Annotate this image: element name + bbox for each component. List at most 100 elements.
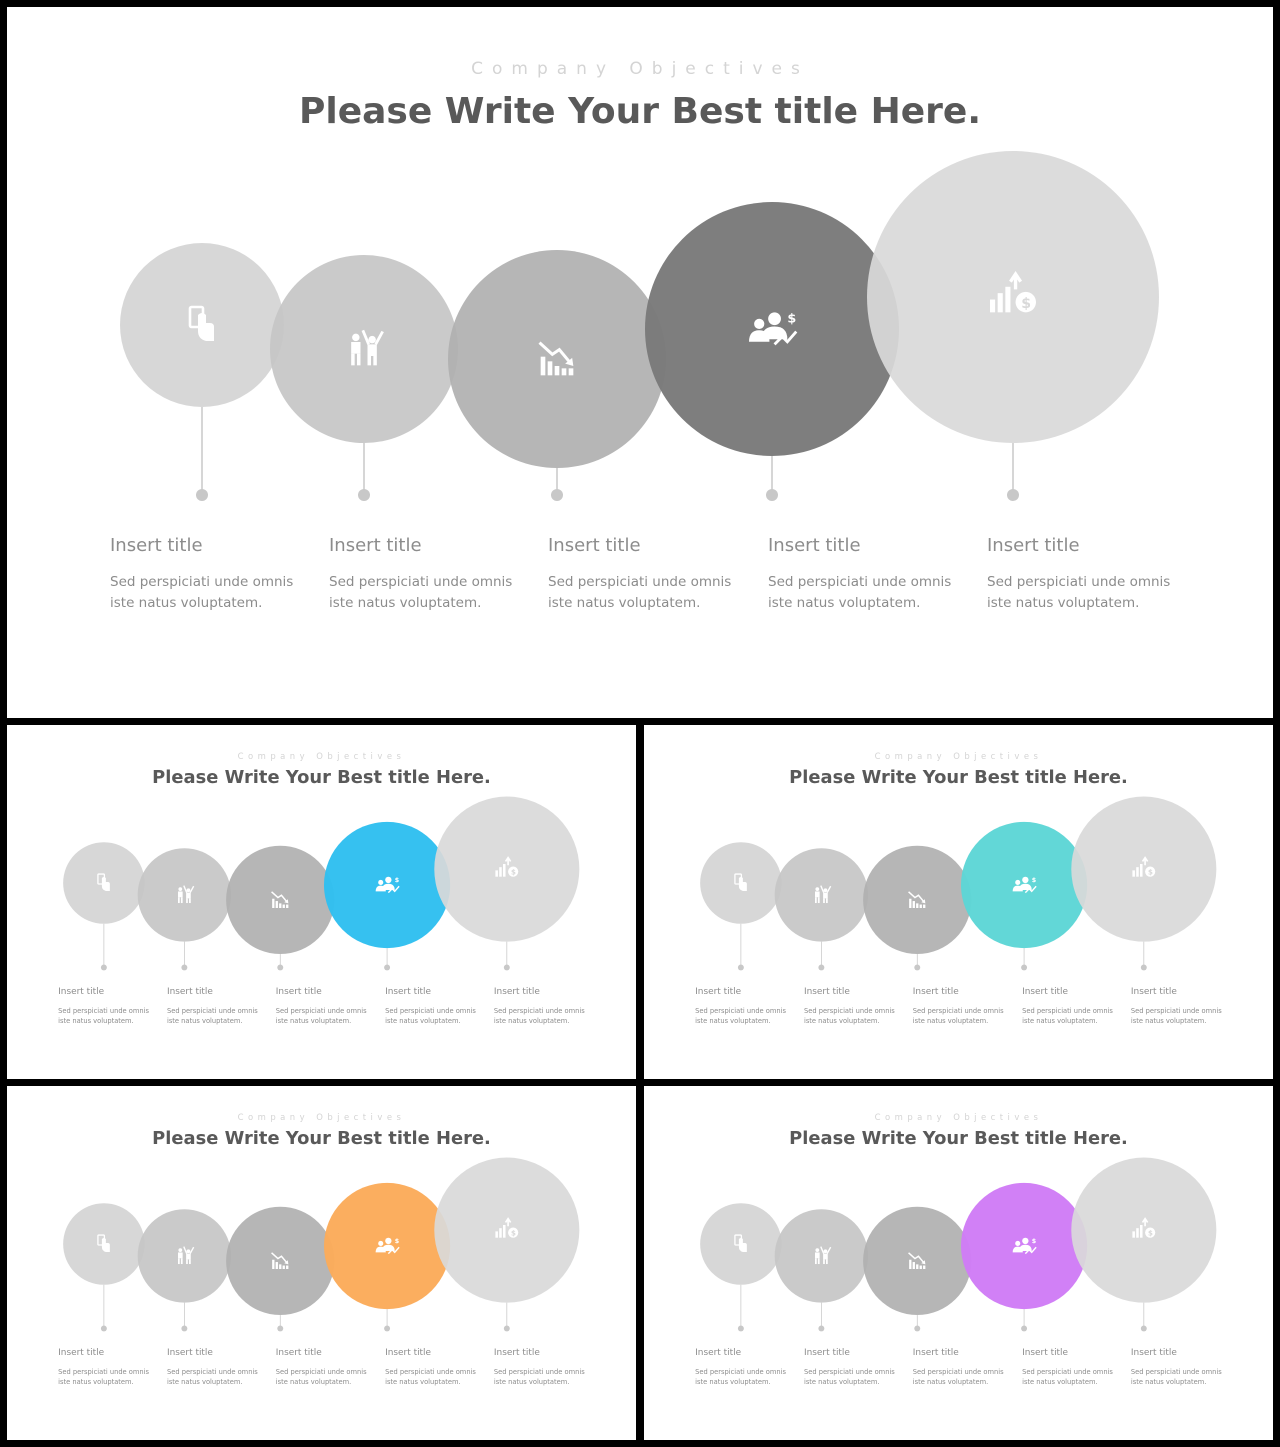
connector-dot (503, 964, 510, 971)
chart-decline-icon (908, 891, 926, 909)
item-text-5: Sed perspiciati unde omnis iste natus vo… (1130, 1006, 1222, 1026)
slide-subtitle: Company Objectives (874, 750, 1043, 761)
slide-title: Please Write Your Best title Here. (789, 766, 1128, 788)
svg-text:$: $ (1032, 1238, 1036, 1245)
slide-variant-blue: $ $ Company Objectives Please Write Your Be… (7, 725, 636, 1079)
objective-circle-2 (774, 1209, 869, 1303)
growth-dollar-icon: $ (1132, 1217, 1156, 1238)
objectives-graphic: $$ (700, 796, 1217, 971)
objective-circle-3 (226, 845, 335, 955)
connector-dot (1140, 1325, 1147, 1332)
connector-dot (818, 964, 825, 971)
people-celebrate-icon (814, 885, 832, 904)
item-title-2: Insert title (803, 987, 850, 998)
slide-variant-orange: $ $ Company Objectives Please Write Your Be… (7, 1086, 636, 1440)
slide-subtitle: Company Objectives (237, 1111, 406, 1122)
connector-dot (358, 489, 370, 501)
item-text-4: Sed perspiciati unde omnis iste natus vo… (385, 1006, 476, 1026)
item-text-3: Sed perspiciati unde omnis iste natus vo… (275, 1006, 367, 1026)
objectives-graphic: $$ (120, 151, 1159, 501)
slide-title: Please Write Your Best title Here. (152, 1127, 491, 1149)
connector-dot (914, 964, 921, 971)
growth-dollar-icon: $ (495, 1217, 519, 1238)
svg-text:$: $ (511, 1229, 516, 1237)
slide-title: Please Write Your Best title Here. (152, 766, 491, 788)
growth-dollar-icon: $ (990, 271, 1036, 313)
item-text-3: Sed perspiciati unde omnis iste natus vo… (912, 1367, 1004, 1387)
chart-decline-icon (271, 891, 289, 909)
people-celebrate-icon (177, 885, 195, 904)
slide-title: Please Write Your Best title Here. (789, 1127, 1128, 1149)
svg-text:$: $ (1148, 868, 1153, 876)
item-title-2: Insert title (166, 1348, 213, 1359)
svg-text:$: $ (395, 1238, 399, 1245)
connector-dot (1021, 1325, 1028, 1332)
hand-card-icon (734, 1234, 747, 1252)
item-title-5: Insert title (493, 987, 540, 998)
connector-dot (100, 964, 107, 971)
item-text-5: Sed perspiciati unde omnis iste natus vo… (493, 1006, 585, 1026)
item-text-1: Sed perspiciati unde omnis iste natus vo… (58, 1006, 149, 1026)
slide-main: $ $ Company Objectives Please Write Your Be… (7, 7, 1273, 718)
objective-circle-5 (434, 796, 580, 942)
item-title-4: Insert title (385, 1348, 432, 1359)
slide-variant-teal: $ $ Company Objectives Please Write Your Be… (644, 725, 1273, 1079)
item-title-1: Insert title (58, 987, 105, 998)
item-title-3: Insert title (275, 987, 322, 998)
connector-dot (100, 1325, 107, 1332)
objective-circle-2 (774, 848, 869, 942)
hand-card-icon (734, 873, 747, 891)
chart-decline-icon (908, 1252, 926, 1270)
item-text-4: Sed perspiciati unde omnis iste natus vo… (385, 1367, 476, 1387)
connector-dot (1007, 489, 1019, 501)
objective-circle-5 (1071, 796, 1217, 942)
item-title-4: Insert title (1022, 987, 1069, 998)
objective-circle-3 (863, 1206, 972, 1316)
item-text-3: Sed perspiciati unde omnis iste natus vo… (275, 1367, 367, 1387)
svg-text:$: $ (787, 312, 796, 327)
item-title-3: Insert title (912, 1348, 959, 1359)
item-text-2: Sed perspiciati unde omnis iste natus vo… (166, 1367, 258, 1387)
team-money-icon: $ (749, 312, 798, 346)
slide-variant-purple: $ $ Company Objectives Please Write Your Be… (644, 1086, 1273, 1440)
item-text-4: Sed perspiciati unde omnis iste natus vo… (1022, 1367, 1113, 1387)
svg-text:$: $ (1148, 1229, 1153, 1237)
team-money-icon: $ (1012, 1237, 1037, 1255)
people-celebrate-icon (814, 1246, 832, 1265)
item-title-2: Insert title (166, 987, 213, 998)
slide-subtitle: Company Objectives (471, 59, 809, 79)
item-text-5: Sed perspiciati unde omnis iste natus vo… (1130, 1367, 1222, 1387)
objective-circle-2 (137, 1209, 232, 1303)
item-text-2: Sed perspiciati unde omnis iste natus vo… (803, 1367, 895, 1387)
slide-subtitle: Company Objectives (237, 750, 406, 761)
connector-dot (196, 489, 208, 501)
connector-dot (1140, 964, 1147, 971)
item-title-2: Insert title (329, 535, 422, 556)
item-title-1: Insert title (695, 1348, 742, 1359)
objectives-graphic: $$ (700, 1157, 1217, 1332)
connector-dot (384, 964, 391, 971)
slide-title: Please Write Your Best title Here. (298, 91, 981, 132)
item-title-1: Insert title (110, 535, 203, 556)
item-title-4: Insert title (768, 535, 861, 556)
connector-dot (277, 964, 284, 971)
hand-card-icon (188, 305, 214, 341)
slide-subtitle: Company Objectives (874, 1111, 1043, 1122)
item-title-5: Insert title (1130, 987, 1177, 998)
objective-circle-3 (448, 250, 666, 468)
objective-circle-2 (137, 848, 232, 942)
connector-dot (181, 1325, 188, 1332)
chart-decline-icon (538, 341, 574, 376)
objective-circle-5 (434, 1157, 580, 1303)
chart-decline-icon (271, 1252, 289, 1270)
objective-circle-2 (270, 255, 458, 443)
item-title-5: Insert title (493, 1348, 540, 1359)
objectives-graphic: $$ (63, 1157, 580, 1332)
connector-dot (277, 1325, 284, 1332)
objectives-graphic: $$ (63, 796, 580, 971)
people-celebrate-icon (351, 329, 384, 366)
item-text-3: Sed perspiciati unde omnis iste natus vo… (912, 1006, 1004, 1026)
item-title-2: Insert title (803, 1348, 850, 1359)
item-text-2: Sed perspiciati unde omnis iste natus vo… (166, 1006, 258, 1026)
svg-text:$: $ (395, 877, 399, 884)
